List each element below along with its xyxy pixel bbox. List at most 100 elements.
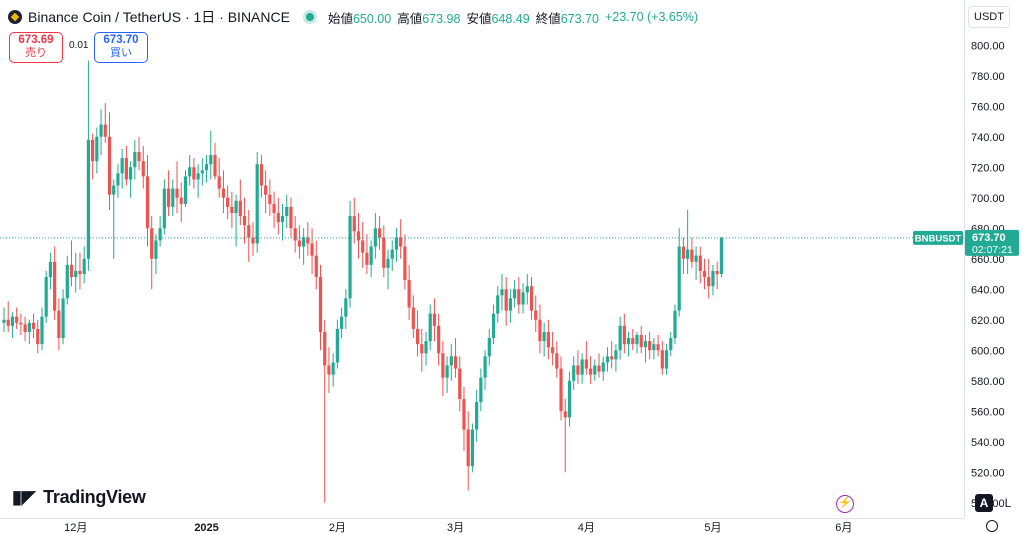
log-scale-button[interactable]: L [1004,496,1012,510]
candle [264,170,268,213]
sell-price: 673.69 [18,34,54,46]
candle [331,353,335,387]
candle [622,313,626,354]
candle [99,109,103,156]
candle [166,170,171,217]
candle [145,155,150,247]
candle [656,335,660,357]
candle [715,261,719,290]
candle [390,240,394,271]
sell-label: 売り [25,47,47,59]
candle [707,258,711,299]
buy-label: 買い [110,47,132,59]
time-axis[interactable] [0,518,964,535]
candle [449,344,453,381]
symbol-title[interactable]: Binance Coin / TetherUS · 1日 · BINANCE [28,9,290,25]
candle [669,331,673,357]
candle [500,274,504,311]
ohlc-close: 終値673.70 [535,11,599,26]
candle [82,246,86,284]
candle [10,312,15,339]
candle [496,286,500,323]
candle [19,313,23,335]
buy-price: 673.70 [103,34,139,46]
candle [226,185,230,220]
ohlc-high: 高値673.98 [397,11,461,26]
tradingview-logo[interactable]: ▮◤ TradingView [12,487,146,508]
candle [91,133,95,180]
candle [470,423,475,473]
candle [694,246,698,281]
candle [6,301,10,332]
candle [204,155,209,183]
candle [133,139,137,180]
candle [314,240,318,290]
candle [555,341,559,378]
candle [546,319,550,360]
candle [677,228,681,317]
candle [107,112,112,210]
candle [112,179,116,259]
buy-button[interactable]: 673.70 買い [94,32,148,63]
candle [432,298,437,342]
candle [365,234,369,274]
currency-selector[interactable]: USDT [968,6,1010,28]
candle [567,371,572,427]
candle [529,277,534,320]
candle [420,328,424,372]
candle [247,209,251,262]
candle [230,191,234,229]
price-axis[interactable] [964,0,1024,518]
candle [660,341,664,375]
candle [407,264,411,320]
candle [437,313,441,366]
candle [403,234,407,290]
candle [513,280,517,308]
candle [538,304,542,354]
candle [238,179,242,226]
candle [673,304,677,345]
candle [521,283,525,314]
candle [213,142,217,180]
candle [200,158,204,186]
lightning-icon[interactable]: ⚡ [836,495,854,513]
candle [572,356,576,390]
candle [268,179,272,217]
candle [711,264,715,296]
bnb-coin-icon [8,10,22,24]
last-price-symbol: BNBUSDT [915,233,962,244]
candle [48,252,53,290]
candle [525,274,529,305]
candle [475,389,479,442]
market-status-icon[interactable] [305,13,314,21]
candle [441,341,445,396]
candle [86,60,90,271]
candle [504,277,508,326]
candle [175,161,179,213]
candle [588,356,593,384]
candle [648,331,652,360]
candle [580,353,584,384]
sell-button[interactable]: 673.69 売り [9,32,63,63]
candle [399,219,403,259]
candle [631,328,635,351]
candle [137,136,141,171]
candle [242,197,247,244]
candle [297,225,301,259]
gear-icon[interactable] [986,520,998,532]
candle [643,335,648,363]
candle [462,386,466,451]
candle [373,213,377,259]
candle [285,194,289,229]
candle [183,170,188,207]
candle [158,216,162,247]
tradingview-logo-icon: ▮◤ [12,487,36,507]
candle [310,228,314,274]
candle [234,194,238,247]
candle [340,307,344,339]
ohlc-change: +23.70 (+3.65%) [604,10,699,24]
candle [508,289,512,323]
candle [124,145,128,186]
auto-scale-button[interactable]: A [975,494,993,512]
